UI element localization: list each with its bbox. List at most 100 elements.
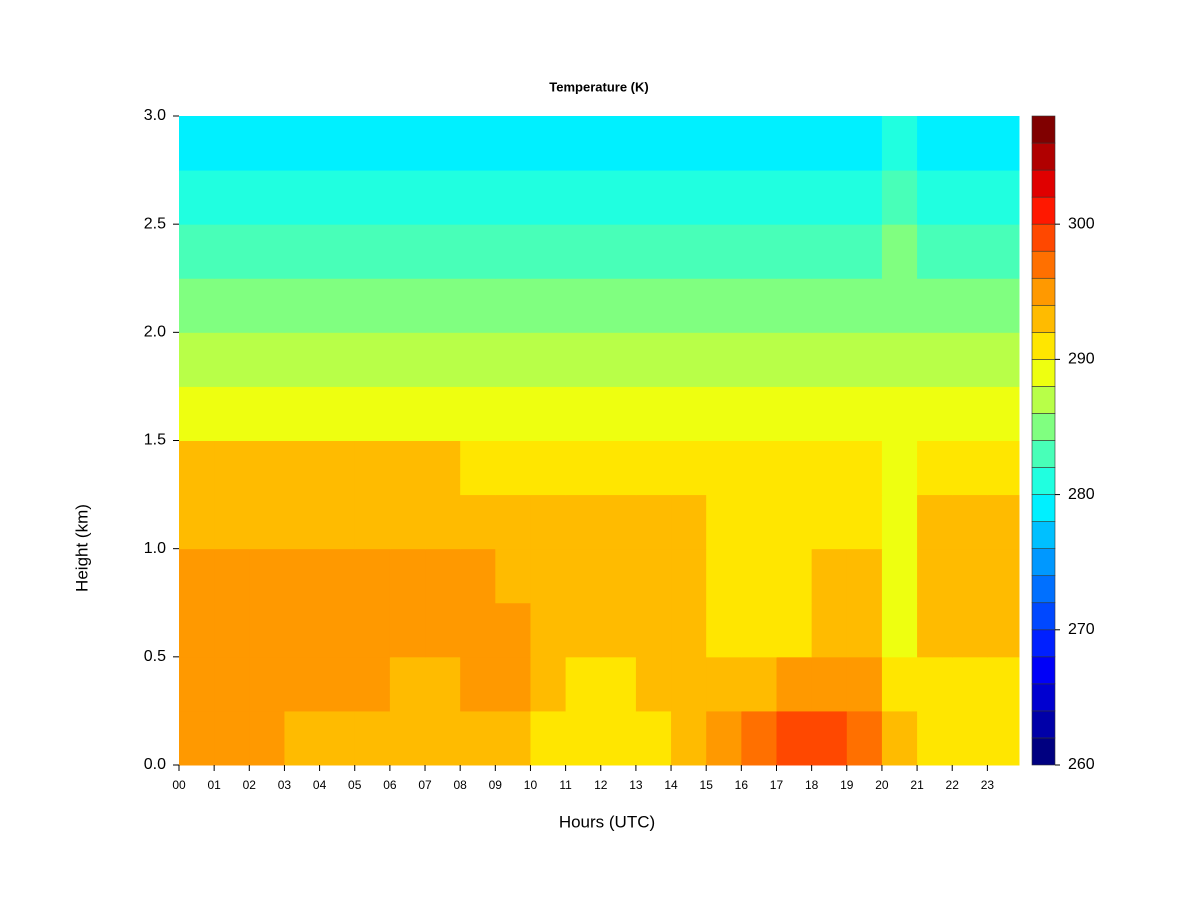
y-tick-label: 0.0 xyxy=(144,756,166,773)
colorbar-band xyxy=(1031,413,1056,441)
heat-cell xyxy=(284,224,321,279)
colorbar-band xyxy=(1031,304,1056,333)
heat-cell xyxy=(425,224,461,279)
heat-cell xyxy=(917,386,953,441)
heat-cell xyxy=(284,440,321,496)
heat-cell xyxy=(179,440,215,496)
heat-cell xyxy=(846,332,883,387)
heat-cell xyxy=(354,332,391,387)
x-axis-label: Hours (UTC) xyxy=(559,812,655,831)
heat-cell xyxy=(846,116,883,171)
heat-cell xyxy=(635,440,672,496)
heat-cell xyxy=(249,224,285,279)
heat-cell xyxy=(776,494,813,550)
colorbar-tick-label: 260 xyxy=(1068,756,1095,773)
heat-cell xyxy=(811,602,848,658)
heat-cell xyxy=(425,278,461,333)
colorbar-tick-label: 290 xyxy=(1068,351,1095,368)
heat-cell xyxy=(776,710,813,766)
heat-cell xyxy=(881,710,918,766)
heat-cell xyxy=(460,278,496,333)
heat-cell xyxy=(917,116,953,171)
heat-cell xyxy=(741,494,777,550)
heat-cell xyxy=(249,602,285,658)
heat-cell xyxy=(952,710,988,766)
heat-cell xyxy=(776,602,813,658)
heat-cell xyxy=(917,494,953,550)
heat-cell xyxy=(319,170,356,225)
heat-cell xyxy=(600,656,637,712)
heat-cell xyxy=(214,656,250,712)
heat-cell xyxy=(881,494,918,550)
heat-cell xyxy=(671,494,707,550)
colorbar-tick-label: 300 xyxy=(1068,215,1095,232)
heat-cell xyxy=(635,278,672,333)
colorbar-band xyxy=(1031,250,1056,279)
x-tick-label: 14 xyxy=(664,778,678,792)
heat-cell xyxy=(495,710,531,766)
heat-cell xyxy=(179,386,215,441)
heat-cell xyxy=(881,278,918,333)
heat-cell xyxy=(179,602,215,658)
heat-cell xyxy=(214,602,250,658)
heat-cell xyxy=(846,170,883,225)
heat-cell xyxy=(811,332,848,387)
heat-cell xyxy=(460,170,496,225)
heat-cell xyxy=(952,170,988,225)
heat-cell xyxy=(354,602,391,658)
heat-cell xyxy=(987,710,1020,766)
heat-cell xyxy=(776,332,813,387)
heat-cell xyxy=(846,656,883,712)
x-tick-label: 00 xyxy=(172,778,186,792)
heat-cell xyxy=(987,440,1020,496)
heat-cell xyxy=(530,602,567,658)
heat-cell xyxy=(635,494,672,550)
x-tick-label: 02 xyxy=(243,778,257,792)
heat-cell xyxy=(741,710,777,766)
colorbar-band xyxy=(1031,521,1056,549)
heat-cell xyxy=(214,710,250,766)
heat-cell xyxy=(284,386,321,441)
heat-cell xyxy=(284,710,321,766)
heat-cell xyxy=(776,440,813,496)
colorbar-band xyxy=(1031,467,1056,495)
colorbar-band xyxy=(1031,548,1056,577)
heat-cell xyxy=(214,332,250,387)
heat-cell xyxy=(881,332,918,387)
colorbar-band xyxy=(1031,656,1056,685)
heat-cell xyxy=(354,386,391,441)
heat-cell xyxy=(425,332,461,387)
heat-cell xyxy=(881,440,918,496)
heat-cell xyxy=(776,548,813,604)
heat-cell xyxy=(846,278,883,333)
heat-cell xyxy=(565,332,602,387)
heat-cell xyxy=(671,548,707,604)
heat-cell xyxy=(319,116,356,171)
heat-cell xyxy=(565,494,602,550)
heat-cell xyxy=(952,116,988,171)
heat-cell xyxy=(741,656,777,712)
heat-cell xyxy=(635,116,672,171)
heat-cell xyxy=(706,170,742,225)
x-tick-label: 05 xyxy=(348,778,362,792)
heat-cell xyxy=(249,440,285,496)
heat-cell xyxy=(881,602,918,658)
heat-cell xyxy=(917,332,953,387)
heat-cell xyxy=(495,116,531,171)
heat-cell xyxy=(530,710,567,766)
colorbar-band xyxy=(1031,629,1056,658)
heat-cell xyxy=(460,710,496,766)
heat-cell xyxy=(319,656,356,712)
x-tick-label: 17 xyxy=(770,778,784,792)
heat-cell xyxy=(811,224,848,279)
heat-cell xyxy=(706,116,742,171)
heat-cell xyxy=(917,548,953,604)
heat-cell xyxy=(495,548,531,604)
heat-cell xyxy=(319,602,356,658)
heat-cell xyxy=(917,170,953,225)
heat-cell xyxy=(284,548,321,604)
heat-cell xyxy=(565,602,602,658)
heat-cell xyxy=(460,386,496,441)
heat-cell xyxy=(671,710,707,766)
